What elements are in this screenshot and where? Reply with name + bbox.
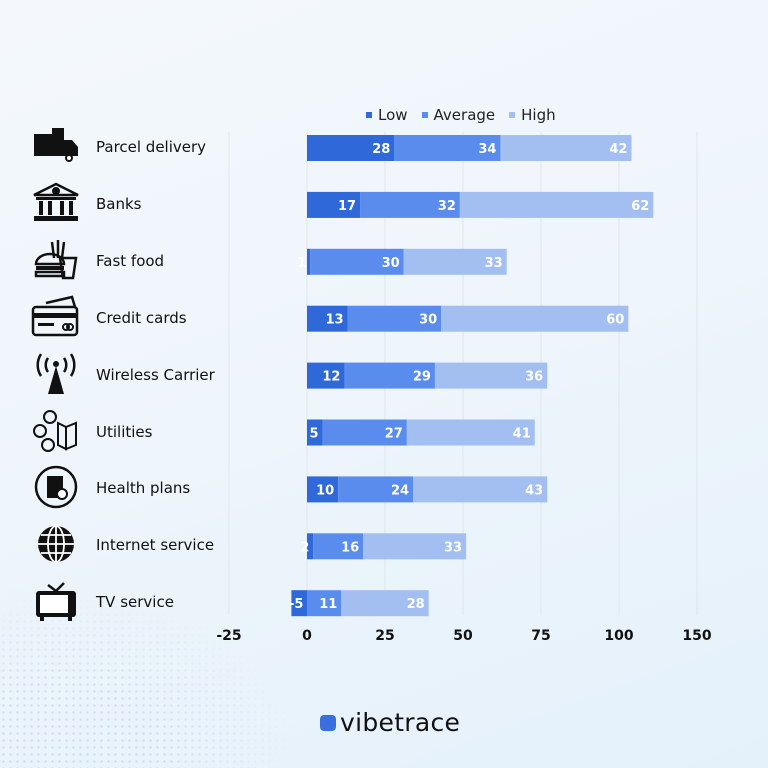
bar-segment-low — [307, 419, 323, 446]
credit-card-icon — [30, 295, 82, 339]
bar-segment-high — [434, 362, 548, 389]
x-tick-label: 50 — [453, 628, 473, 644]
legend: Low Average High — [366, 106, 556, 124]
category-label: Wireless Carrier — [96, 365, 215, 384]
bar-segment-low — [307, 476, 339, 503]
bank-icon — [30, 181, 82, 225]
bar-segment-low — [307, 135, 395, 161]
x-tick-label: 25 — [375, 628, 394, 644]
dot-pattern — [0, 590, 300, 768]
fast-food-icon — [30, 238, 82, 282]
bar-segment-high — [406, 419, 535, 446]
bar-segment-high — [413, 476, 548, 503]
legend-item-high: High — [509, 106, 556, 124]
category-label: Credit cards — [96, 308, 187, 327]
bar-segment-high — [459, 191, 654, 218]
data-label: 41 — [513, 427, 531, 442]
bar-segment-average — [307, 590, 342, 617]
bar-segment-low — [291, 590, 307, 617]
category-label: Fast food — [96, 251, 165, 270]
legend-item-average: Average — [421, 106, 496, 124]
x-tick-label: -25 — [216, 628, 241, 644]
bar-segment-average — [344, 362, 435, 389]
data-label: 28 — [372, 142, 390, 157]
data-label: 13 — [325, 313, 343, 328]
data-label: 17 — [338, 199, 356, 214]
bar-segment-average — [310, 248, 404, 275]
data-label: 42 — [609, 142, 627, 157]
bar-segment-low — [307, 533, 314, 560]
data-label: 62 — [631, 199, 649, 214]
bar-segment-high — [403, 248, 507, 275]
data-label: 11 — [319, 597, 337, 612]
bar-segment-high — [500, 135, 632, 161]
x-tick-label: 100 — [604, 628, 633, 644]
category-label: Banks — [96, 194, 142, 213]
data-label: 34 — [478, 142, 496, 157]
data-label: 36 — [525, 370, 543, 385]
x-tick-label: 75 — [531, 628, 550, 644]
data-label: 2 — [300, 540, 309, 555]
category-label: Health plans — [96, 479, 191, 498]
legend-item-low: Low — [366, 106, 408, 124]
data-label: 16 — [341, 540, 359, 555]
bar-segment-average — [360, 191, 460, 218]
legend-label: Low — [378, 106, 408, 124]
data-label: 43 — [525, 483, 543, 498]
data-label: 28 — [407, 597, 425, 612]
data-label: 27 — [385, 427, 403, 442]
bar-segment-high — [363, 533, 467, 560]
category-label: Internet service — [96, 536, 215, 555]
wireless-tower-icon — [30, 352, 82, 396]
bar-segment-low — [307, 248, 311, 275]
category-label: TV service — [96, 593, 174, 612]
data-label: 33 — [485, 256, 503, 271]
legend-label: Average — [433, 106, 496, 124]
data-label: 29 — [413, 370, 431, 385]
bar-segment-low — [307, 191, 361, 218]
bar-segment-average — [394, 135, 501, 161]
bar-segment-average — [322, 419, 407, 446]
data-label: 1 — [297, 256, 306, 271]
category-label: Parcel delivery — [96, 138, 207, 156]
bar-segment-high — [341, 590, 429, 617]
delivery-truck-icon — [30, 124, 82, 168]
data-label: -5 — [289, 597, 303, 612]
health-plan-icon — [30, 465, 82, 509]
bar-segment-low — [307, 362, 345, 389]
bar-segment-average — [338, 476, 414, 503]
x-tick-label: 150 — [682, 628, 711, 644]
category-label: Utilities — [96, 422, 153, 441]
data-label: 12 — [322, 370, 340, 385]
bar-segment-high — [441, 305, 629, 332]
tv-icon — [30, 579, 82, 623]
bar-segment-low — [307, 305, 348, 332]
logo-text: vibetrace — [340, 708, 461, 737]
utilities-icon — [30, 409, 82, 453]
data-label: 24 — [391, 483, 409, 498]
vibetrace-logo: vibetrace — [320, 708, 460, 737]
globe-icon — [30, 522, 82, 566]
data-label: 32 — [438, 199, 456, 214]
data-label: 30 — [419, 313, 437, 328]
logo-mark — [320, 714, 336, 731]
legend-label: High — [521, 106, 556, 124]
data-label: 5 — [310, 427, 319, 442]
data-label: 10 — [316, 483, 334, 498]
bar-segment-average — [347, 305, 442, 332]
x-tick-label: 0 — [302, 628, 312, 644]
data-label: 60 — [606, 313, 624, 328]
data-label: 33 — [444, 540, 462, 555]
bar-segment-average — [313, 533, 364, 560]
data-label: 30 — [382, 256, 400, 271]
